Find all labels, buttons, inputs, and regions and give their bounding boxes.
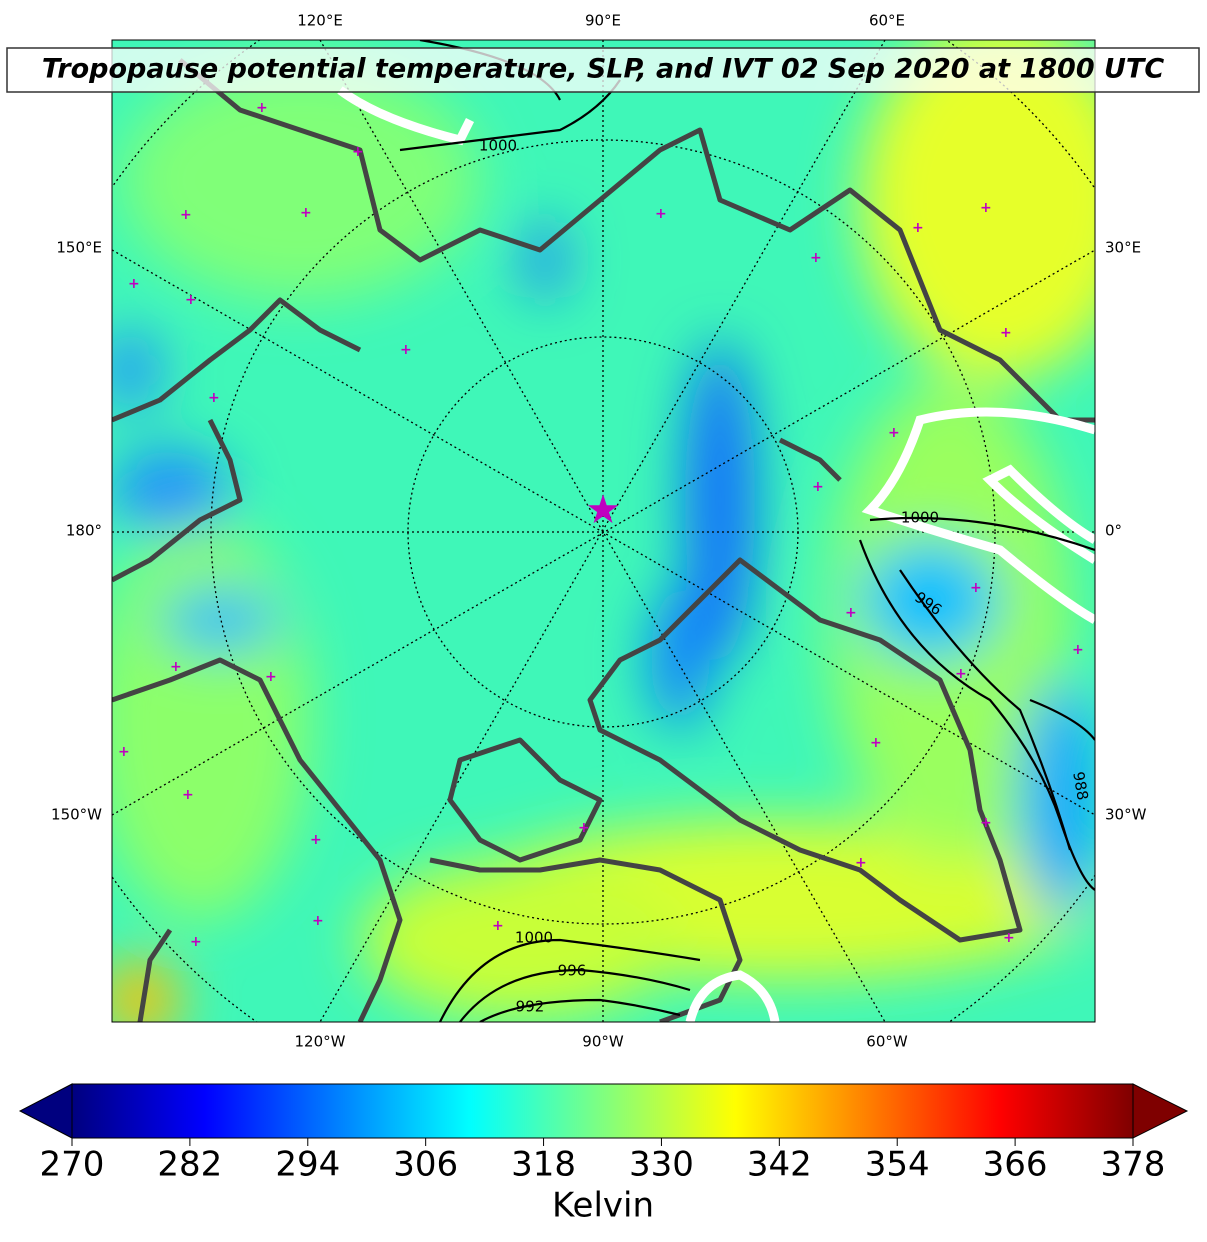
contour-label: 996 <box>558 962 587 980</box>
title-box <box>6 47 1200 93</box>
pole-marker: ★ <box>585 487 621 533</box>
lon-label: 120°W <box>295 1033 346 1051</box>
svg-text:+: + <box>256 100 268 116</box>
colorbar-tick-label: 270 <box>40 1145 105 1185</box>
svg-text:+: + <box>190 934 202 950</box>
colorbar-extend-high <box>1132 1083 1189 1139</box>
lon-label: 30°E <box>1105 239 1141 257</box>
colorbar-tick-label: 306 <box>393 1145 458 1185</box>
contour-label: 1000 <box>515 929 553 947</box>
svg-text:+: + <box>400 342 412 358</box>
map: + + + + + + + + + + + + + + + + + + + + + + + + + + + + + + + + … <box>112 40 1095 1022</box>
svg-text:+: + <box>1072 642 1084 658</box>
svg-text:+: + <box>170 659 182 675</box>
lon-label: 90°W <box>582 1033 624 1051</box>
ivt-contours <box>337 86 1095 1022</box>
lon-label: 180° <box>66 522 102 540</box>
contour-label: 1000 <box>479 137 517 155</box>
colorbar-tick-label: 330 <box>629 1145 694 1185</box>
lon-label: 60°W <box>866 1033 908 1051</box>
colorbar-tick-label: 282 <box>157 1145 222 1185</box>
colorbar-tick-label: 318 <box>511 1145 576 1185</box>
svg-text:+: + <box>955 666 967 682</box>
svg-text:+: + <box>265 669 277 685</box>
svg-text:+: + <box>578 820 590 836</box>
svg-text:+: + <box>352 144 364 160</box>
svg-text:+: + <box>855 855 867 871</box>
svg-text:+: + <box>980 200 992 216</box>
colorbar-tick-label: 342 <box>747 1145 812 1185</box>
colorbar-tick-label: 294 <box>275 1145 340 1185</box>
graticule <box>112 40 1095 1022</box>
svg-text:+: + <box>185 292 197 308</box>
svg-text:+: + <box>812 479 824 495</box>
colorbar-label: Kelvin <box>552 1186 654 1226</box>
slp-contours <box>399 40 1095 1022</box>
svg-text:+: + <box>655 206 667 222</box>
svg-text:+: + <box>310 832 322 848</box>
svg-text:+: + <box>845 605 857 621</box>
svg-text:+: + <box>208 390 220 406</box>
colorbar-tick-label: 354 <box>865 1145 930 1185</box>
svg-text:+: + <box>870 735 882 751</box>
svg-text:+: + <box>912 220 924 236</box>
svg-text:+: + <box>970 580 982 596</box>
svg-text:+: + <box>118 744 130 760</box>
title: Tropopause potential temperature, SLP, a… <box>42 54 1165 85</box>
svg-text:+: + <box>180 207 192 223</box>
colorbar-extend-low <box>18 1083 73 1139</box>
svg-text:+: + <box>300 205 312 221</box>
svg-text:+: + <box>810 250 822 266</box>
lon-label: 90°E <box>585 12 621 30</box>
svg-text:+: + <box>312 913 324 929</box>
lon-label: 30°W <box>1105 806 1147 824</box>
lon-label: 0° <box>1105 522 1122 540</box>
svg-text:+: + <box>492 918 504 934</box>
colorbar <box>18 1083 1189 1139</box>
contour-label: 1000 <box>901 509 939 527</box>
svg-text:+: + <box>128 276 140 292</box>
lon-label: 60°E <box>869 12 905 30</box>
lon-label: 150°W <box>51 806 102 824</box>
svg-text:+: + <box>1003 930 1015 946</box>
colorbar-tick-label: 366 <box>983 1145 1048 1185</box>
svg-text:+: + <box>888 425 900 441</box>
colorbar-tick-label: 378 <box>1101 1145 1166 1185</box>
svg-text:+: + <box>1000 325 1012 341</box>
contour-label: 988 <box>1069 770 1092 801</box>
map-frame <box>111 39 1096 1023</box>
lon-label: 120°E <box>297 12 343 30</box>
lon-label: 150°E <box>56 239 102 257</box>
stations: + + + + + + + + + + + + + + + + + + + + + + + + + + + + + + + + <box>118 100 1084 950</box>
svg-text:+: + <box>182 787 194 803</box>
contour-label: 992 <box>516 998 545 1016</box>
coastlines <box>112 58 1095 1022</box>
svg-text:+: + <box>980 815 992 831</box>
colorbar-body <box>71 1083 1134 1139</box>
